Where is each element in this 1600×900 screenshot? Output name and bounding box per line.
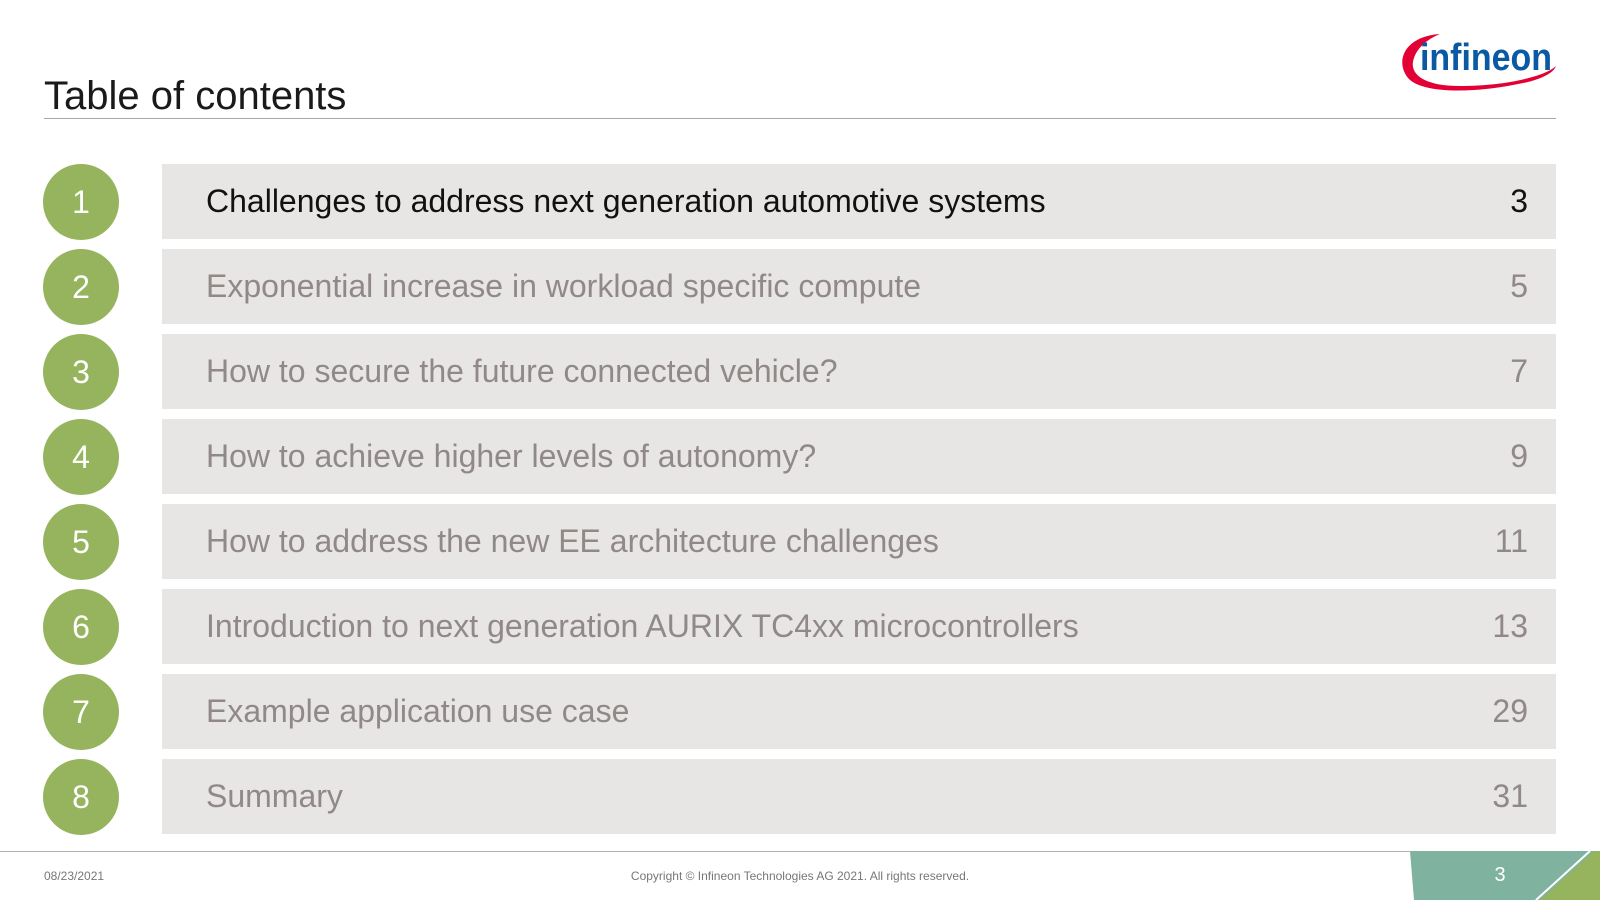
footer-teal-shape: [1410, 851, 1600, 900]
toc-item[interactable]: 3 How to secure the future connected vehi…: [0, 334, 1600, 410]
toc-item-number: 8: [43, 759, 119, 835]
toc-item-label: How to secure the future connected vehic…: [206, 353, 838, 389]
toc-item-bar[interactable]: Exponential increase in workload specifi…: [162, 249, 1556, 324]
toc-item-page: 13: [1492, 608, 1528, 644]
footer-green-shape: [1540, 851, 1600, 900]
toc-item-number: 3: [43, 334, 119, 410]
toc-item-bar[interactable]: How to achieve higher levels of autonomy…: [162, 419, 1556, 494]
toc-item-label: Example application use case: [206, 693, 630, 729]
toc-item-number: 6: [43, 589, 119, 665]
toc-item-label: Exponential increase in workload specifi…: [206, 268, 922, 304]
toc-item-page: 29: [1492, 693, 1528, 729]
toc-item-number: 1: [43, 164, 119, 240]
toc-item-label: Summary: [206, 778, 343, 814]
toc-item-page: 11: [1494, 523, 1528, 559]
toc-item-bar[interactable]: Introduction to next generation AURIX TC…: [162, 589, 1556, 664]
toc-item-page: 7: [1510, 353, 1528, 389]
toc-item[interactable]: 7 Example application use case 29: [0, 674, 1600, 750]
toc-item-label: Challenges to address next generation au…: [206, 183, 1046, 219]
toc-item[interactable]: 5 How to address the new EE architecture …: [0, 504, 1600, 580]
toc-item-label: How to address the new EE architecture c…: [206, 523, 939, 559]
toc-item-bar[interactable]: Example application use case 29: [162, 674, 1556, 749]
toc-item-bar[interactable]: Summary 31: [162, 759, 1556, 834]
logo-wordmark: infineon: [1420, 37, 1552, 79]
toc-item[interactable]: 4 How to achieve higher levels of autonom…: [0, 419, 1600, 495]
toc-item-number: 2: [43, 249, 119, 325]
footer-divider: [0, 851, 1410, 852]
toc-item-label: Introduction to next generation AURIX TC…: [206, 608, 1079, 644]
title-divider: [44, 118, 1556, 119]
toc-item-number: 5: [43, 504, 119, 580]
footer-diagonal-line: [1535, 851, 1591, 900]
footer-copyright: Copyright © Infineon Technologies AG 202…: [630, 869, 970, 883]
toc-item-page: 5: [1510, 268, 1528, 304]
footer-corner-graphic: [1410, 851, 1600, 900]
toc-item-bar[interactable]: How to secure the future connected vehic…: [162, 334, 1556, 409]
toc-item-bar[interactable]: How to address the new EE architecture c…: [162, 504, 1556, 579]
footer-date: 08/23/2021: [44, 869, 105, 883]
infineon-logo: infineon: [1402, 34, 1556, 91]
toc-item-page: 3: [1510, 183, 1528, 219]
toc-item-label: How to achieve higher levels of autonomy…: [206, 438, 817, 474]
toc-item[interactable]: 2 Exponential increase in workload specif…: [0, 249, 1600, 325]
toc-item-page: 9: [1510, 438, 1528, 474]
toc-item-bar[interactable]: Challenges to address next generation au…: [162, 164, 1556, 239]
toc-item-page: 31: [1492, 778, 1528, 814]
toc-item-number: 4: [43, 419, 119, 495]
toc-item[interactable]: 1 Challenges to address next generation a…: [0, 164, 1600, 240]
toc-item[interactable]: 8 Summary 31: [0, 759, 1600, 835]
footer-page-number: 3: [1494, 864, 1506, 886]
toc-item[interactable]: 6 Introduction to next generation AURIX T…: [0, 589, 1600, 665]
page-title: Table of contents: [44, 74, 347, 118]
toc-item-number: 7: [43, 674, 119, 750]
